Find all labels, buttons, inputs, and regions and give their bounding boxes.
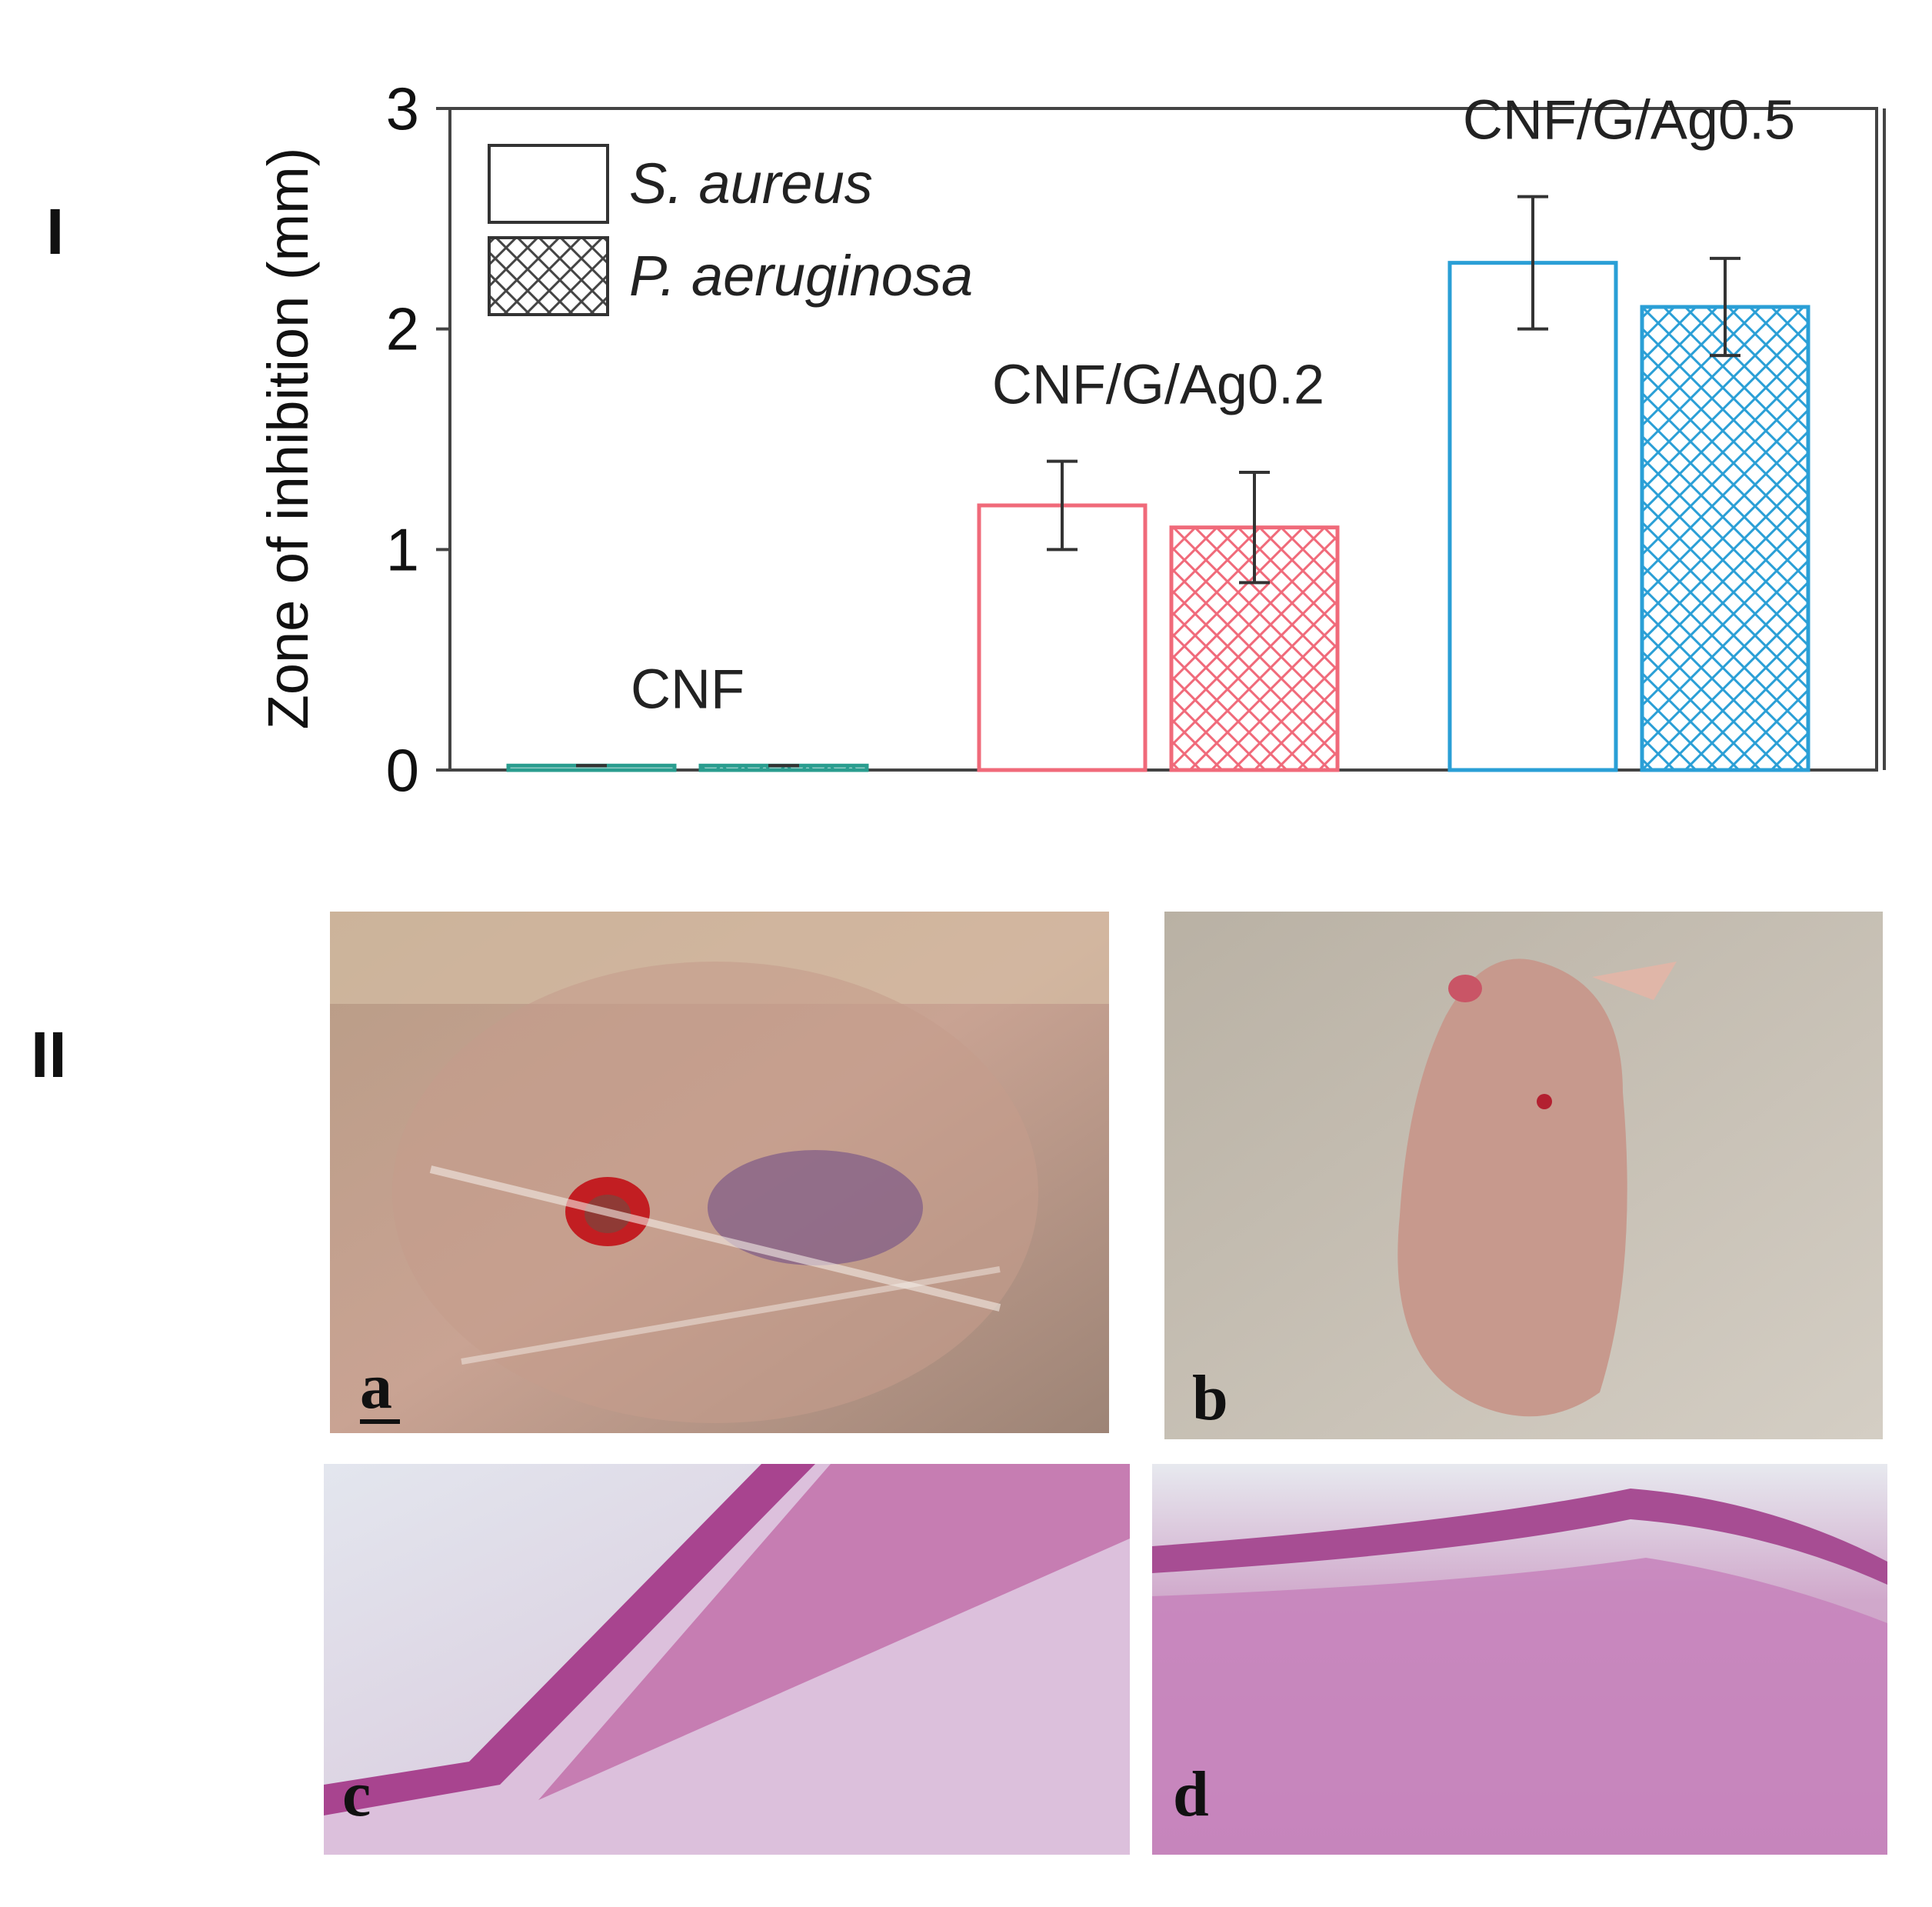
photo [1164,912,1883,1439]
panel-label: II [31,1019,67,1091]
error-bar [1517,195,1548,331]
y-tick-label: 1 [386,515,419,583]
photo-label: a [360,1351,392,1422]
category-label: CNF/G/Ag0.5 [1463,90,1795,152]
legend-label: S. aureus [629,152,873,215]
category-label: CNF/G/Ag0.2 [992,355,1324,416]
category-label: CNF [631,658,744,720]
legend-swatch [488,144,609,224]
y-tick-label: 2 [386,295,419,363]
photo-label: c [342,1759,371,1830]
error-bar [1239,471,1270,585]
legend-label: P. aeruginosa [629,244,973,308]
y-axis-label: Zone of inhibition (mm) [256,148,320,730]
panel-label: I [46,195,64,268]
bar [1640,305,1810,772]
y-tick-label: 3 [386,75,419,142]
photo-label: b [1192,1362,1228,1434]
photo [330,912,1109,1433]
photo-label: d [1173,1759,1209,1830]
bar [1447,261,1618,772]
error-bar [1710,256,1740,358]
y-tick-label: 0 [386,736,419,804]
error-bar [1047,459,1078,552]
legend-swatch [488,236,609,316]
plot-frame [448,107,1878,772]
photo [1152,1464,1887,1855]
photo [324,1464,1130,1855]
